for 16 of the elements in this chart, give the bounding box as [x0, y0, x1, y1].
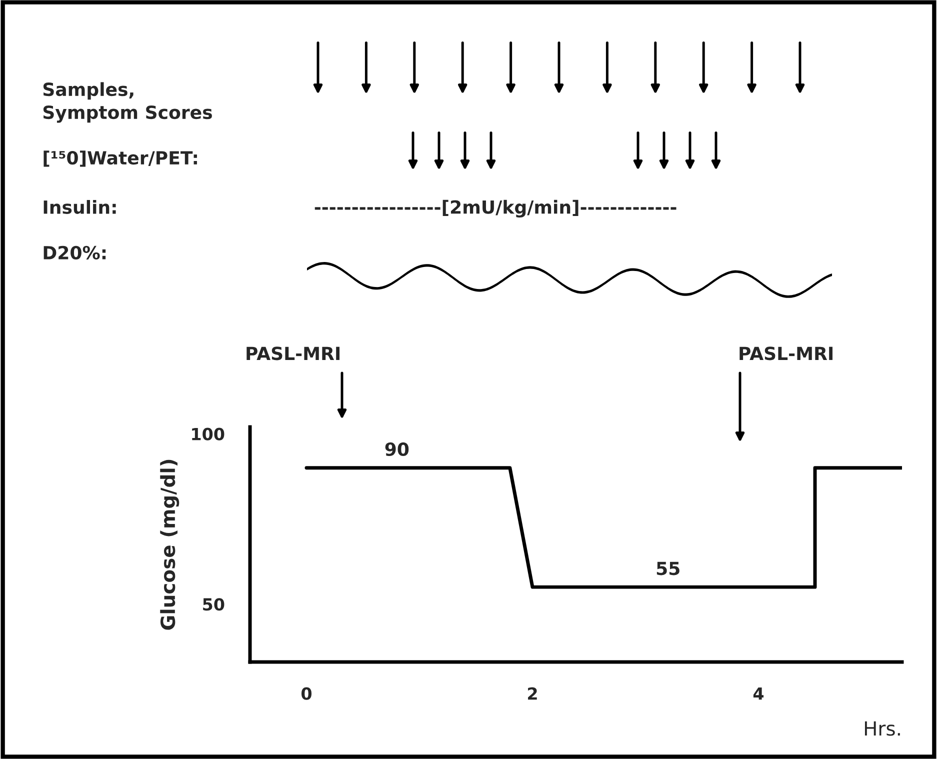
text: PASL-MRI: [246, 346, 340, 360]
y-tick-label: 50: [203, 598, 224, 611]
text: -----------------[2mU/kg/min]-------------: [314, 200, 676, 218]
x-tick-label: 0: [302, 687, 312, 700]
x-tick-label: 4: [753, 688, 764, 700]
text: D20%:: [44, 246, 106, 260]
text: Samples, Symptom Scores: [43, 82, 212, 123]
annotation: 55: [656, 562, 680, 576]
text: Insulin:: [44, 200, 116, 214]
x-tick-label: 2: [528, 687, 537, 700]
text: [¹⁵0]Water/PET:: [44, 150, 197, 167]
y-axis-title: Glucose (mg/dl): [160, 460, 180, 630]
y-tick-label: 100: [192, 428, 224, 440]
annotation: 90: [385, 442, 409, 456]
text: PASL-MRI: [740, 346, 832, 360]
x-axis-title: Hrs.: [864, 721, 900, 736]
